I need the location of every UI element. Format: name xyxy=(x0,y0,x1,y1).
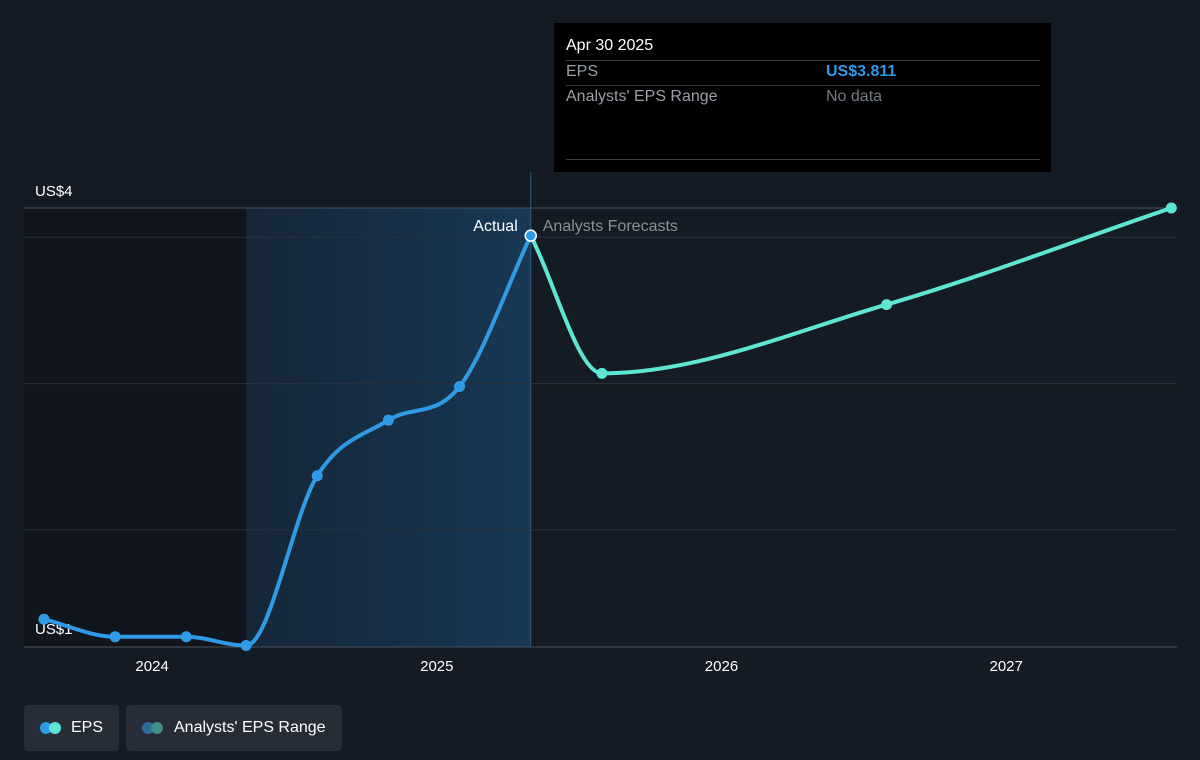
legend-eps-button[interactable]: EPS xyxy=(24,705,119,751)
analysts-range-legend-icon xyxy=(142,722,164,734)
legend-eps-label: EPS xyxy=(70,719,103,736)
legend-analysts-range-button[interactable]: Analysts' EPS Range xyxy=(126,705,342,751)
past-region-shade xyxy=(24,208,247,647)
eps-actual-point xyxy=(38,613,50,625)
tooltip-eps-value: US$3.811 xyxy=(826,63,897,80)
legend-range-label: Analysts' EPS Range xyxy=(174,719,326,736)
tooltip-range-value: No data xyxy=(826,88,883,105)
eps-actual-point xyxy=(311,470,323,482)
tooltip-range-label: Analysts' EPS Range xyxy=(566,88,718,105)
eps-actual-point xyxy=(382,414,394,426)
tooltip-eps-label: EPS xyxy=(566,63,599,80)
eps-actual-point xyxy=(180,631,192,643)
eps-legend-icon xyxy=(40,722,61,734)
eps-actual-point xyxy=(240,640,252,652)
eps-forecast-point xyxy=(596,367,608,379)
tooltip-divider xyxy=(566,159,1040,160)
gridlines xyxy=(24,207,1177,531)
section-label-forecast: Analysts Forecasts xyxy=(543,218,678,235)
x-tick-label: 2026 xyxy=(705,658,738,675)
eps-forecast-line xyxy=(528,206,1174,376)
actual-highlight-region xyxy=(246,208,531,647)
eps-actual-point xyxy=(109,631,121,643)
eps-forecast-point xyxy=(881,299,893,311)
tooltip-date: Apr 30 2025 xyxy=(566,37,654,54)
x-tick-label: 2027 xyxy=(989,658,1022,675)
data-points xyxy=(38,202,1177,652)
tooltip: Apr 30 2025 EPS US$3.811 Analysts' EPS R… xyxy=(554,23,1051,172)
eps-highlight-point xyxy=(524,229,538,242)
x-tick-label: 2025 xyxy=(420,658,453,675)
eps-chart: US$4 US$1 Actual Analysts Forecasts 2024… xyxy=(24,172,1177,675)
eps-actual-point xyxy=(454,381,466,393)
tooltip-divider xyxy=(566,85,1040,86)
eps-forecast-point xyxy=(1165,202,1177,214)
x-tick-label: 2024 xyxy=(135,658,168,675)
section-label-actual: Actual xyxy=(473,218,517,235)
tooltip-divider xyxy=(566,60,1040,61)
x-tick-labels: 2024 2025 2026 2027 xyxy=(135,658,1022,675)
y-tick-label-top: US$4 xyxy=(35,183,73,200)
